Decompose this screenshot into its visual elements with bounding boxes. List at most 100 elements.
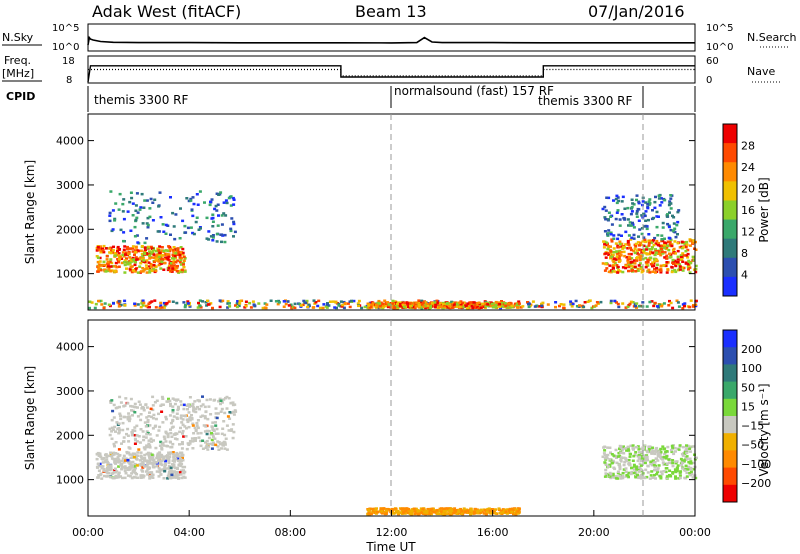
power-scatter-cell: [151, 256, 155, 259]
power-scatter-cell: [100, 303, 104, 306]
velocity-scatter-cell: [179, 464, 183, 468]
velocity-scatter-cell: [166, 445, 170, 448]
velocity-scatter-cell: [102, 474, 106, 478]
power-scatter-cell: [676, 220, 680, 224]
velocity-scatter-cell: [671, 471, 675, 474]
power-scatter-cell: [179, 270, 183, 273]
velocity-scatter-cell: [388, 508, 392, 512]
cpid-segment-2: normalsound (fast) 157 RF: [394, 84, 554, 98]
power-scatter-cell: [637, 253, 641, 256]
velocity-scatter-cell: [138, 403, 142, 406]
power-scatter-cell: [157, 249, 161, 252]
power-scatter-cell: [224, 214, 228, 217]
velocity-scatter-cell: [106, 468, 110, 471]
power-scatter-cell: [154, 259, 158, 262]
velocity-scatter-cell: [643, 476, 647, 480]
power-scatter-cell: [630, 210, 634, 213]
velocity-scatter-cell: [122, 436, 126, 439]
power-scatter-cell: [657, 215, 660, 218]
power-scatter-cell: [653, 301, 657, 305]
power-scatter-cell: [151, 201, 155, 204]
velocity-scatter-cell: [184, 435, 188, 438]
power-scatter-cell: [671, 258, 675, 262]
x-tick-label: 12:00: [376, 526, 408, 539]
velocity-scatter-cell: [217, 448, 221, 451]
velocity-scatter-cell: [658, 455, 662, 459]
power-scatter-cell: [363, 305, 367, 309]
power-scatter-cell: [123, 245, 127, 248]
power-scatter-cell: [623, 254, 627, 258]
power-scatter-cell: [219, 191, 223, 194]
power-scatter-cell: [145, 252, 149, 256]
power-scatter-cell: [647, 203, 651, 206]
power-scatter-cell: [321, 306, 325, 310]
power-scatter-cell: [108, 247, 112, 250]
velocity-scatter-cell: [667, 461, 671, 464]
velocity-scatter-cell: [175, 476, 179, 479]
velocity-scatter-cell: [501, 511, 505, 514]
power-scatter-cell: [198, 190, 202, 193]
power-scatter-cell: [507, 302, 511, 305]
power-scatter-cell: [109, 265, 113, 268]
power-scatter-cell: [501, 301, 505, 305]
velocity-scatter-cell: [210, 447, 214, 450]
velocity-scatter-cell: [679, 457, 683, 461]
power-scatter-cell: [102, 250, 106, 254]
velocity-scatter-cell: [649, 474, 653, 477]
velocity-scatter-cell: [130, 472, 134, 475]
power-scatter-cell: [126, 263, 130, 266]
velocity-scatter-cell: [637, 448, 641, 451]
velocity-scatter-cell: [123, 476, 127, 480]
velocity-scatter-cell: [682, 459, 686, 462]
power-scatter-cell: [526, 301, 529, 304]
velocity-scatter-cell: [650, 463, 654, 467]
velocity-scatter-cell: [112, 428, 115, 431]
velocity-scatter-cell: [179, 469, 183, 472]
velocity-scatter-cell: [203, 416, 207, 420]
velocity-scatter-cell: [660, 472, 664, 476]
velocity-scatter-cell: [171, 442, 175, 446]
nave-tick-bottom: 0: [706, 75, 712, 86]
power-scatter-cell: [167, 265, 171, 268]
power-scatter-cell: [675, 262, 679, 265]
power-scatter-cell: [197, 228, 201, 231]
velocity-scatter-cell: [613, 476, 617, 479]
velocity-scatter-cell: [187, 425, 191, 429]
power-scatter-cell: [630, 205, 634, 209]
power-scatter-cell: [653, 253, 657, 257]
power-scatter-cell: [207, 230, 211, 233]
power-scatter-cell: [376, 301, 380, 305]
velocity-scatter-cell: [182, 472, 186, 475]
velocity-scatter-cell: [95, 457, 99, 461]
power-scatter-cell: [622, 246, 626, 249]
power-scatter-cell: [316, 304, 320, 308]
power-scatter-cell: [688, 239, 692, 243]
power-scatter-cell: [147, 265, 151, 268]
velocity-scatter-cell: [683, 452, 687, 455]
velocity-scatter-cell: [402, 511, 406, 514]
velocity-scatter-cell: [407, 511, 410, 515]
power-scatter-cell: [163, 253, 167, 256]
power-scatter-cell: [148, 254, 152, 257]
velocity-scatter-cell: [610, 461, 614, 465]
velocity-scatter-cell: [603, 449, 607, 452]
power-scatter-cell: [630, 264, 634, 268]
velocity-scatter-cell: [635, 446, 638, 449]
power-scatter-cell: [179, 246, 183, 249]
power-scatter-cell: [181, 219, 185, 223]
power-scatter-cell: [672, 222, 676, 225]
power-scatter-cell: [628, 221, 632, 224]
velocity-scatter-cell: [656, 470, 659, 474]
velocity-scatter-cell: [671, 461, 675, 465]
power-scatter-cell: [165, 301, 169, 305]
power-scatter-cell: [322, 303, 326, 306]
velocity-scatter-cell: [670, 450, 674, 454]
velocity-scatter-cell: [447, 508, 451, 512]
velocity-scatter-cell: [231, 401, 235, 404]
power-scatter-cell: [612, 247, 616, 250]
power-scatter-cell: [111, 249, 115, 252]
power-scatter-cell: [180, 268, 184, 272]
power-scatter-cell: [175, 301, 179, 305]
power-scatter-cell: [143, 252, 147, 256]
power-scatter-cell: [386, 305, 390, 309]
